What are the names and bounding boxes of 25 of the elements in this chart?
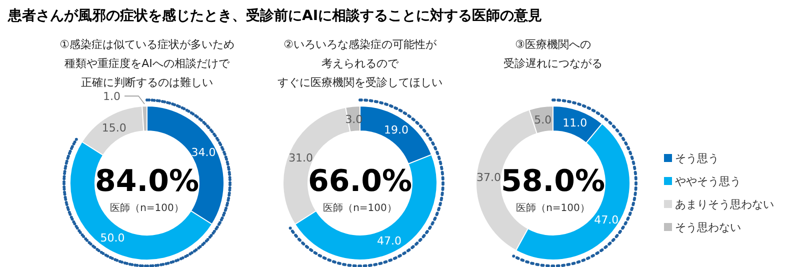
chart-subtitle: ②いろいろな感染症の可能性が考えられるのですぐに医療機関を受診してほしい (278, 38, 442, 89)
text: 医師（n=100） (110, 202, 184, 214)
legend-label: ややそう思う (675, 175, 741, 188)
text: 58.0% (500, 164, 606, 199)
text: 医師（n=100） (323, 202, 397, 214)
data-label: 50.0 (100, 231, 125, 244)
data-label: 5.0 (534, 113, 552, 126)
text: 84.0% (94, 164, 200, 199)
legend-label: あまりそう思わない (675, 198, 774, 211)
data-label: 31.0 (288, 151, 314, 164)
chart-subtitle: ③医療機関への受診遅れにつながる (504, 38, 602, 70)
data-label: 47.0 (594, 213, 619, 226)
data-label: 34.0 (191, 146, 216, 159)
legend-label: そう思う (675, 152, 719, 165)
data-label: 47.0 (377, 234, 402, 248)
text: 医師（n=100） (516, 202, 590, 214)
chart-subtitle: ①感染症は似ている症状が多いため種類や重症度をAIへの相談だけで正確に判断するのは難しい (60, 38, 234, 89)
text: 66.0% (308, 164, 412, 199)
data-label: 15.0 (102, 121, 126, 134)
legend-label: そう思わない (675, 221, 741, 234)
text: 患者さんが風邪の症状を感じたとき、受診前にAIに相談することに対する医師の意見 (7, 7, 542, 24)
data-label: 19.0 (384, 124, 409, 137)
data-label: 11.0 (562, 116, 588, 130)
data-label: 1.0 (103, 90, 121, 104)
data-label: 37.0 (476, 170, 502, 184)
